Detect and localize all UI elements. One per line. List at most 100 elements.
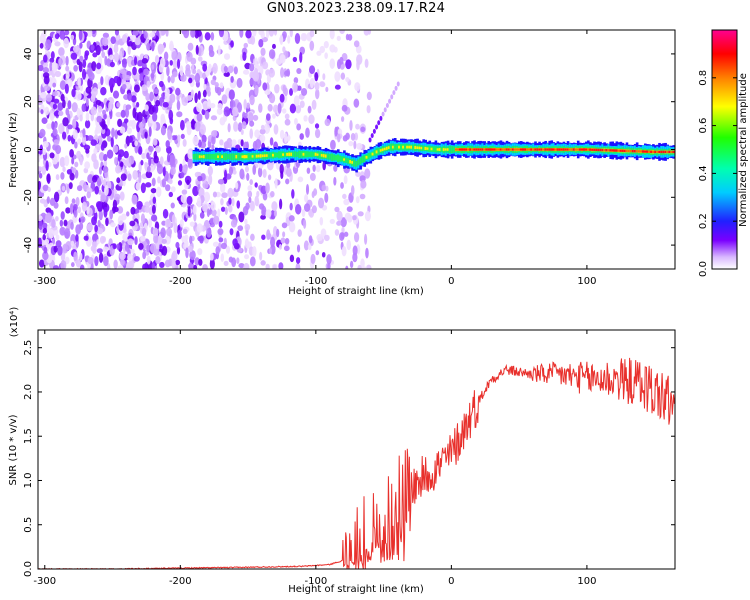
spectrogram-cell xyxy=(157,176,161,184)
spectrogram-ridge-core xyxy=(652,150,655,154)
spectrogram-ridge-cell xyxy=(400,144,403,151)
spectrogram-cell xyxy=(304,194,309,203)
spectrogram-cell xyxy=(97,105,103,113)
spectrogram-cell xyxy=(357,264,362,269)
spectrogram-cell xyxy=(41,117,48,124)
spectrogram-cell xyxy=(78,30,83,41)
spectrogram-cell xyxy=(214,82,219,88)
spectrogram-cell xyxy=(43,85,51,92)
spectrogram-cell xyxy=(212,191,218,198)
spectrogram-cell xyxy=(250,233,255,241)
spectrogram-cell xyxy=(265,209,272,218)
snr-x-tick-label: 100 xyxy=(577,576,596,587)
spectrogram-cell xyxy=(224,206,228,215)
spectrogram-ridge-cell xyxy=(377,147,381,155)
spectrogram-cell xyxy=(74,141,78,149)
spectrogram-cell xyxy=(100,76,104,86)
spectrogram-x-tick-label: -200 xyxy=(169,276,192,287)
spectrogram-cell xyxy=(259,128,266,135)
spectrogram-cell xyxy=(91,216,97,226)
spectrogram-cell xyxy=(348,140,354,147)
spectrogram-cell xyxy=(229,228,234,236)
spectrogram-cell xyxy=(223,65,228,73)
spectrogram-cell xyxy=(381,111,385,117)
spectrogram-cell xyxy=(283,245,290,252)
snr-x-tick-label: -100 xyxy=(304,576,327,587)
spectrogram-cell xyxy=(252,70,260,82)
spectrogram-cell xyxy=(44,106,50,116)
spectrogram-ridge-cell xyxy=(341,156,344,162)
spectrogram-cell xyxy=(46,123,52,130)
spectrogram-cell xyxy=(70,262,75,268)
spectrogram-cell xyxy=(136,101,140,108)
spectrogram-cell xyxy=(85,148,90,154)
spectrogram-ridge-cell xyxy=(345,157,348,163)
spectrogram-cell xyxy=(49,152,55,159)
spectrogram-cell xyxy=(245,30,252,39)
spectrogram-cell xyxy=(40,92,47,99)
spectrogram-cell xyxy=(355,196,360,204)
spectrogram-ridge-core xyxy=(511,148,515,151)
spectrogram-cell xyxy=(370,133,374,139)
spectrogram-cell xyxy=(343,198,350,206)
spectrogram-cell xyxy=(192,68,197,75)
spectrogram-cell xyxy=(282,108,287,114)
spectrogram-ridge-core xyxy=(625,149,629,153)
spectrogram-cell xyxy=(307,105,312,114)
spectrogram-cell xyxy=(289,88,293,96)
page-title: GN03.2023.238.09.17.R24 xyxy=(266,1,446,16)
spectrogram-cell xyxy=(113,193,121,201)
spectrogram-cell xyxy=(175,87,181,96)
spectrogram-ridge-cell xyxy=(253,153,257,160)
spectrogram-cell xyxy=(90,106,97,116)
spectrogram-ridge-core xyxy=(627,149,631,153)
spectrogram-ridge-cell xyxy=(410,145,413,149)
spectrogram-cell xyxy=(232,169,237,175)
spectrogram-cell xyxy=(134,84,140,93)
spectrogram-ridge-cell xyxy=(332,154,336,161)
spectrogram-ridge-core xyxy=(548,148,552,151)
spectrogram-cell xyxy=(354,132,359,141)
spectrogram-cell xyxy=(295,204,302,215)
spectrogram-cell xyxy=(95,124,102,134)
spectrogram-cell xyxy=(40,32,47,38)
spectrogram-cell xyxy=(85,98,89,107)
spectrogram-cell xyxy=(171,259,176,269)
spectrogram-cell xyxy=(193,264,198,269)
spectrogram-cell xyxy=(87,256,94,265)
spectrogram-ridge-core xyxy=(611,149,615,152)
spectrogram-cell xyxy=(38,153,41,163)
spectrogram-cell xyxy=(231,257,237,268)
spectrogram-cell xyxy=(314,128,321,139)
spectrogram-cell xyxy=(299,100,305,109)
spectrogram-cell xyxy=(235,181,239,190)
spectrogram-ridge-core xyxy=(493,148,497,151)
spectrogram-cell xyxy=(252,245,257,257)
spectrogram-cell xyxy=(153,88,160,95)
spectrogram-cell xyxy=(294,117,298,125)
spectrogram-cell xyxy=(76,150,82,159)
spectrogram-cell xyxy=(125,104,132,110)
spectrogram-cell xyxy=(346,239,352,251)
spectrogram-cell xyxy=(38,191,45,198)
spectrogram-cell xyxy=(216,86,222,96)
spectrogram-cell xyxy=(79,156,83,166)
spectrogram-cell xyxy=(354,232,360,243)
spectrogram-ridge-core xyxy=(670,150,674,154)
spectrogram-cell xyxy=(254,195,259,207)
spectrogram-cell xyxy=(296,123,302,131)
spectrogram-cell xyxy=(169,93,176,103)
spectrogram-cell xyxy=(185,95,193,101)
spectrogram-cell xyxy=(196,223,203,233)
spectrogram-cell xyxy=(98,252,104,263)
spectrogram-ridge-core xyxy=(463,148,466,151)
spectrogram-ridge-cell xyxy=(452,146,456,153)
spectrogram-cell xyxy=(236,200,241,209)
spectrogram-cell xyxy=(192,205,197,215)
spectrogram-cell xyxy=(49,112,55,121)
spectrogram-cell xyxy=(365,247,369,259)
spectrogram-cell xyxy=(193,212,197,222)
spectrogram-cell xyxy=(92,175,98,183)
spectrogram-cell xyxy=(258,39,264,48)
spectrogram-cell xyxy=(145,92,150,101)
